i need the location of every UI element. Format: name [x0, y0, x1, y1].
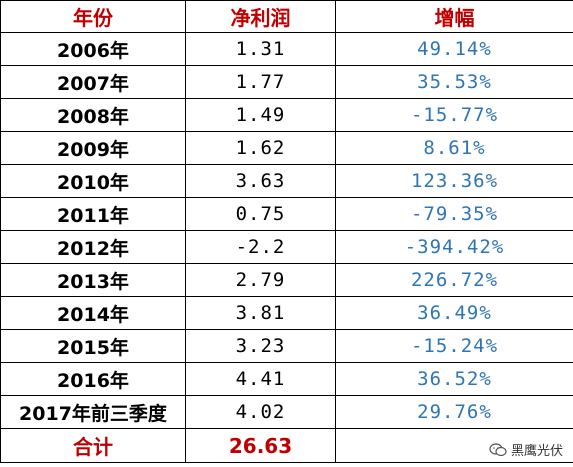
growth-cell[interactable]: 49.14%	[335, 32, 573, 66]
table-row: 2007年 1.77 35.53%	[0, 65, 573, 99]
table-row: 2009年 1.62 8.61%	[0, 131, 573, 165]
profit-cell[interactable]: 3.81	[185, 296, 336, 330]
table-row: 2006年 1.31 49.14%	[0, 32, 573, 66]
year-cell[interactable]: 2009年	[0, 131, 186, 165]
profit-cell[interactable]: 3.23	[185, 329, 336, 363]
header-growth[interactable]: 增幅	[335, 0, 573, 33]
header-profit[interactable]: 净利润	[185, 0, 336, 33]
growth-cell[interactable]: 29.76%	[335, 395, 573, 429]
growth-cell[interactable]: 35.53%	[335, 65, 573, 99]
growth-cell[interactable]: 8.61%	[335, 131, 573, 165]
year-cell[interactable]: 2016年	[0, 362, 186, 396]
year-cell[interactable]: 2017年前三季度	[0, 395, 186, 429]
total-growth[interactable]	[335, 428, 573, 463]
wechat-icon	[489, 442, 507, 456]
table-row: 2015年 3.23 -15.24%	[0, 329, 573, 363]
year-cell[interactable]: 2012年	[0, 230, 186, 264]
profit-cell[interactable]: 1.31	[185, 32, 336, 66]
growth-cell[interactable]: -15.77%	[335, 98, 573, 132]
table-row: 2011年 0.75 -79.35%	[0, 197, 573, 231]
year-cell[interactable]: 2007年	[0, 65, 186, 99]
table-row: 2013年 2.79 226.72%	[0, 263, 573, 297]
total-profit[interactable]: 26.63	[185, 428, 336, 463]
profit-cell[interactable]: 3.63	[185, 164, 336, 198]
year-cell[interactable]: 2015年	[0, 329, 186, 363]
header-year[interactable]: 年份	[0, 0, 186, 33]
profit-cell[interactable]: 1.77	[185, 65, 336, 99]
profit-cell[interactable]: 0.75	[185, 197, 336, 231]
table-row: 2008年 1.49 -15.77%	[0, 98, 573, 132]
table-row: 2017年前三季度 4.02 29.76%	[0, 395, 573, 429]
profit-cell[interactable]: 4.02	[185, 395, 336, 429]
header-row: 年份 净利润 增幅	[0, 0, 573, 33]
year-cell[interactable]: 2014年	[0, 296, 186, 330]
profit-cell[interactable]: 2.79	[185, 263, 336, 297]
table-row: 2014年 3.81 36.49%	[0, 296, 573, 330]
growth-cell[interactable]: -15.24%	[335, 329, 573, 363]
table-row: 2012年 -2.2 -394.42%	[0, 230, 573, 264]
growth-cell[interactable]: -394.42%	[335, 230, 573, 264]
year-cell[interactable]: 2008年	[0, 98, 186, 132]
table-row: 2010年 3.63 123.36%	[0, 164, 573, 198]
watermark: 黑鹰光伏	[489, 440, 563, 459]
profit-cell[interactable]: -2.2	[185, 230, 336, 264]
growth-cell[interactable]: -79.35%	[335, 197, 573, 231]
year-cell[interactable]: 2010年	[0, 164, 186, 198]
growth-cell[interactable]: 36.52%	[335, 362, 573, 396]
table-row: 2016年 4.41 36.52%	[0, 362, 573, 396]
year-cell[interactable]: 2013年	[0, 263, 186, 297]
profit-cell[interactable]: 1.49	[185, 98, 336, 132]
growth-cell[interactable]: 226.72%	[335, 263, 573, 297]
growth-cell[interactable]: 36.49%	[335, 296, 573, 330]
profit-cell[interactable]: 4.41	[185, 362, 336, 396]
total-label[interactable]: 合计	[0, 428, 186, 463]
watermark-text: 黑鹰光伏	[510, 444, 563, 459]
total-row: 合计 26.63	[0, 428, 573, 463]
profit-cell[interactable]: 1.62	[185, 131, 336, 165]
year-cell[interactable]: 2006年	[0, 32, 186, 66]
year-cell[interactable]: 2011年	[0, 197, 186, 231]
growth-cell[interactable]: 123.36%	[335, 164, 573, 198]
